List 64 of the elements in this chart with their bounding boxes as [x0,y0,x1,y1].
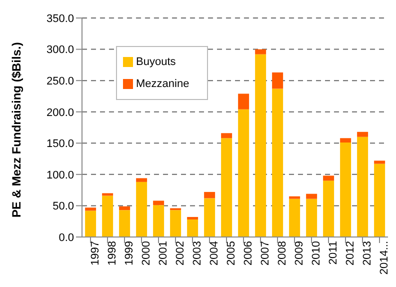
x-tick-label: 2009 [293,241,306,266]
y-tick-label: 100.0 [46,169,74,182]
bar [357,132,368,137]
bar [238,109,250,237]
bar [374,160,386,164]
bar [119,206,130,210]
y-tick-label: 250.0 [46,75,74,88]
bar [272,88,284,237]
bar [306,198,318,237]
bar [221,138,232,237]
bar [153,205,164,237]
x-tick-label: 1999 [123,241,136,266]
bar [136,178,148,182]
bar [357,136,368,237]
y-tick-label: 200.0 [46,106,74,119]
x-tick-label: 2011 [327,241,340,265]
bar [170,210,182,237]
y-tick-label: 50.0 [52,200,74,213]
bar [255,54,266,237]
bar [272,72,284,89]
y-tick-label: 0.0 [58,232,74,244]
bar [289,198,300,237]
bar [187,219,198,237]
x-tick-label: 1997 [89,241,102,266]
bar [102,196,114,237]
y-tick-label: 300.0 [46,44,74,56]
bar [340,138,352,143]
bar [374,164,386,237]
x-tick-label: 2003 [191,241,204,266]
x-tick-label: 2002 [174,241,186,266]
bar [306,194,318,199]
x-tick-label: 2005 [225,241,238,266]
x-tick-label: 2001 [157,241,170,266]
bar [136,182,148,237]
x-tick-label: 2013 [361,241,374,266]
y-tick-label: 350.0 [46,12,74,25]
x-tick-label: 2014... [378,241,390,275]
bar [187,216,198,220]
x-tick-label: 2004 [208,241,220,266]
x-tick-label: 2007 [259,241,272,266]
bar [85,210,96,237]
legend-label: Buyouts [136,55,176,70]
x-tick-label: 2006 [242,241,254,266]
bar [102,193,114,196]
x-tick-label: 2000 [140,241,152,266]
x-tick-label: 1998 [106,241,118,266]
y-tick-label: 150.0 [46,138,74,150]
bar [289,196,300,199]
x-tick-label: 2012 [344,241,356,266]
legend-label: Mezzanine [136,77,190,92]
bar [204,192,216,198]
bar [221,133,232,138]
bar [323,176,334,181]
x-tick-label: 2010 [310,241,322,266]
x-tick-label: 2008 [276,241,288,266]
bar [204,198,216,237]
bar [119,210,130,237]
bar [340,142,352,237]
bar [238,94,250,110]
bar [323,180,334,237]
bar [153,200,164,206]
bar [255,49,266,54]
bar [85,208,96,211]
y-axis-title: PE & Mezz Fundraising ($Bils.) [9,42,24,218]
